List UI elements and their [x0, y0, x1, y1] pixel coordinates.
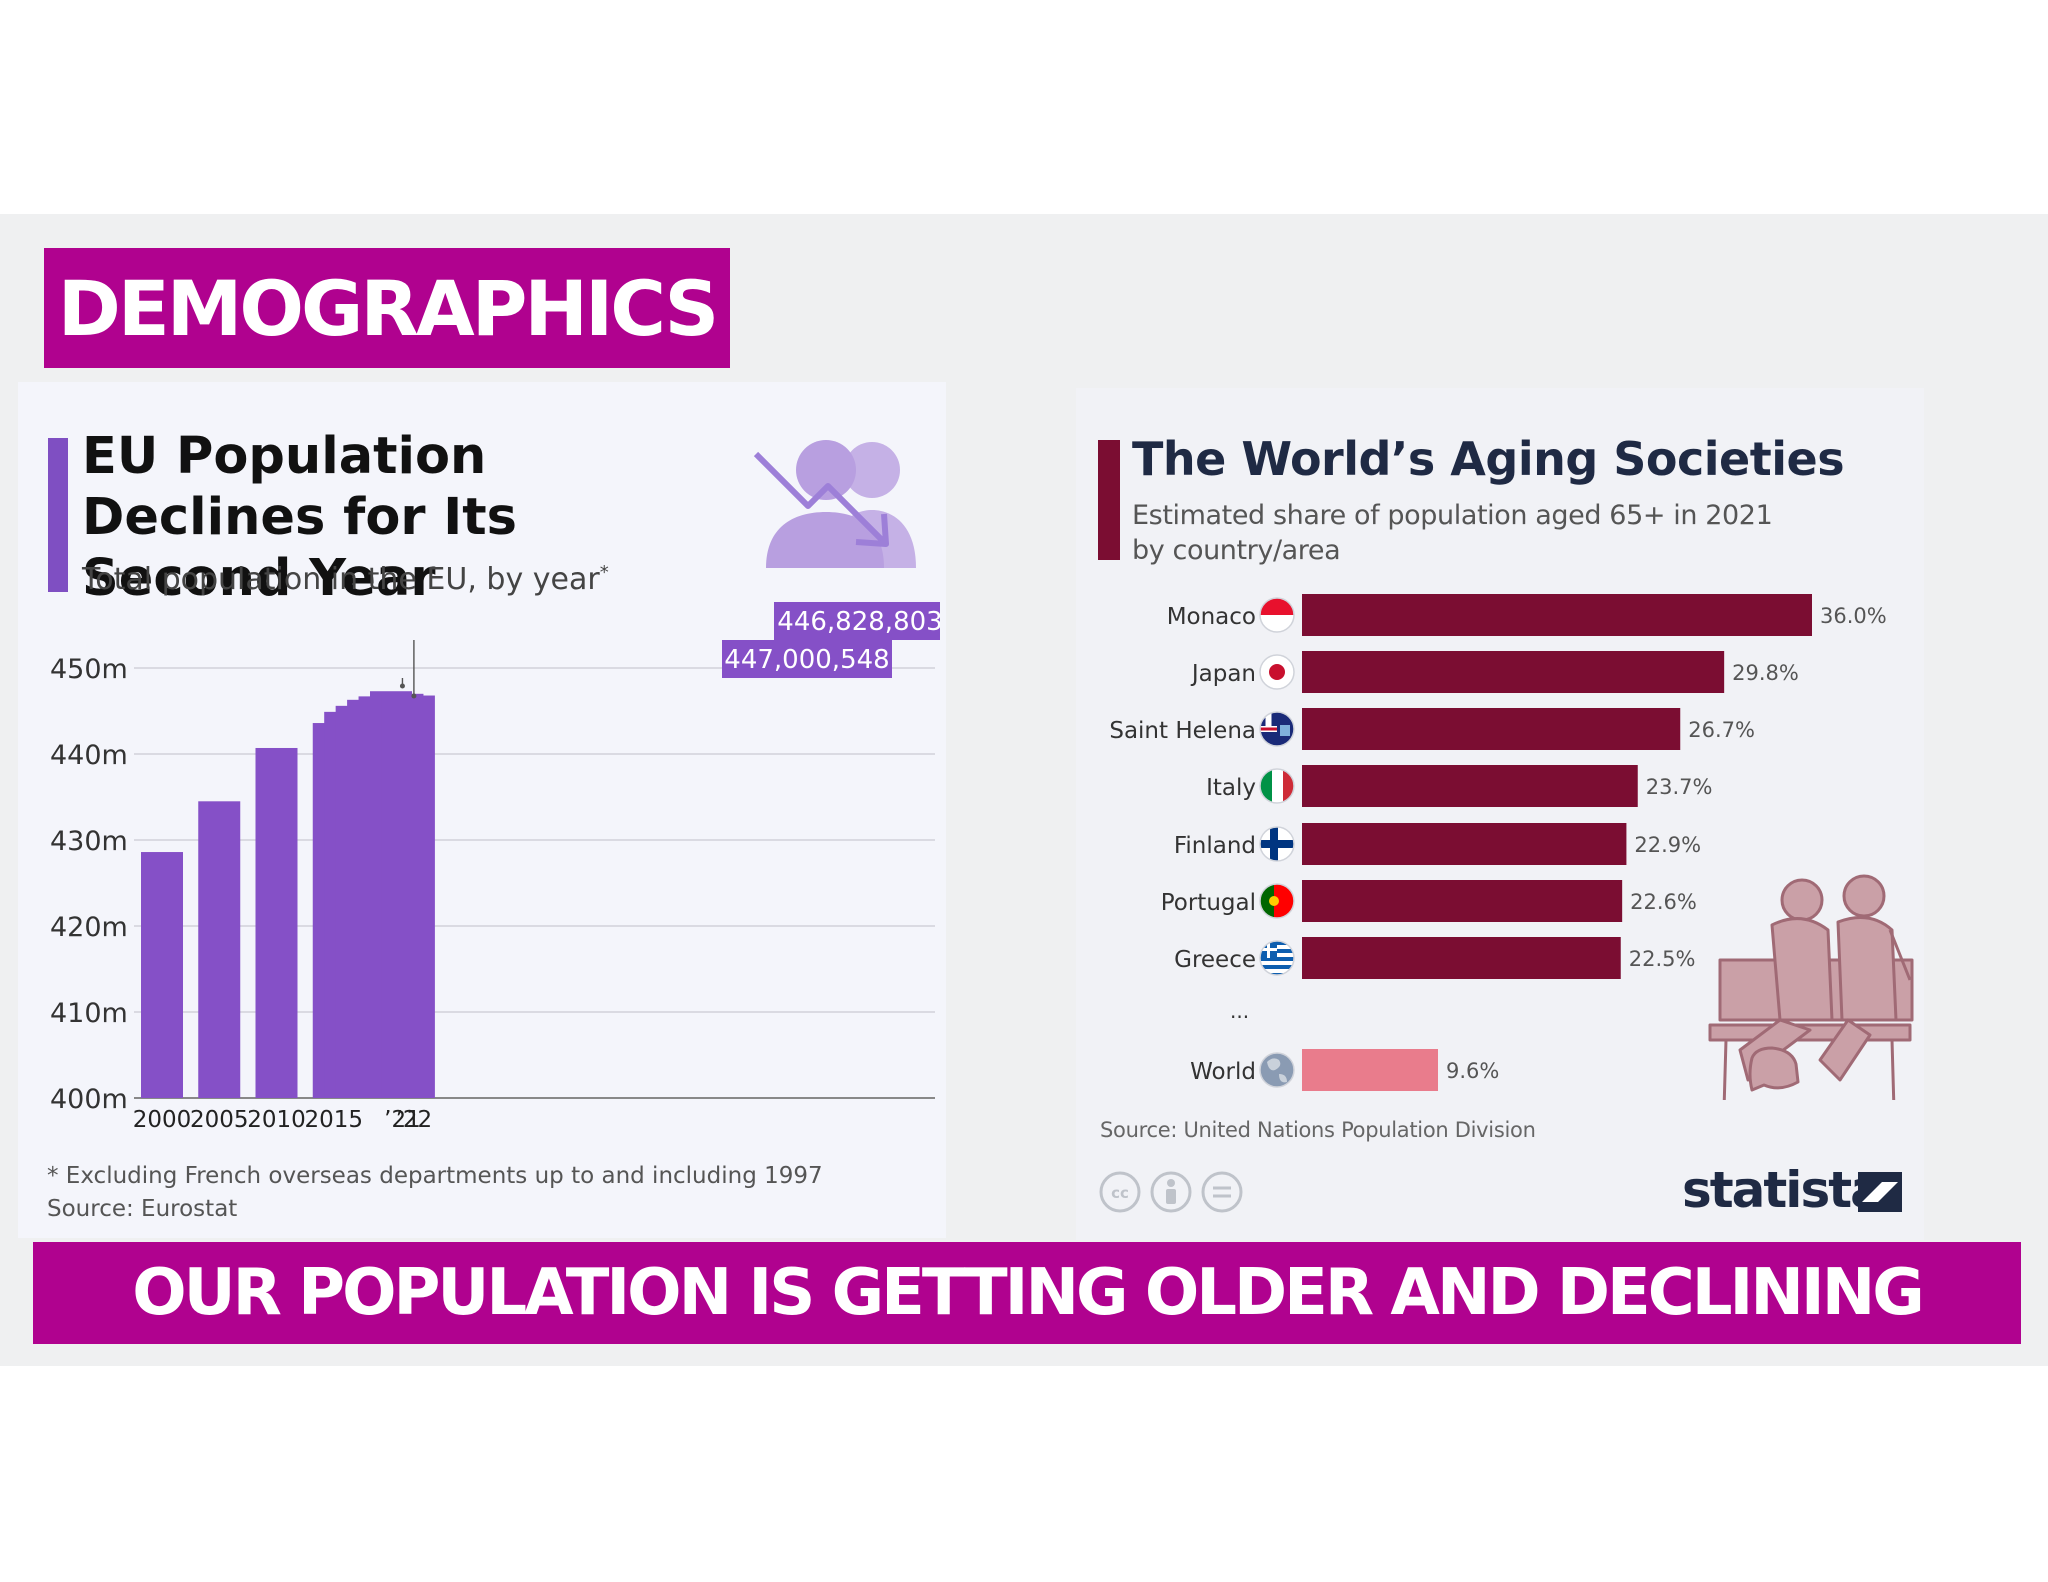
- japan-flag-icon: [1260, 655, 1294, 689]
- eu-callout-box: [774, 602, 940, 640]
- statista-mark-icon: [1858, 1172, 1902, 1212]
- aging-bar: [1302, 823, 1627, 865]
- aging-bar: [1302, 880, 1623, 922]
- eu-callout-point: [411, 693, 417, 699]
- eu-x-tick-label: ’21: [384, 1107, 421, 1133]
- elderly-couple-icon: [1708, 874, 1914, 1100]
- aging-value-label: 26.7%: [1688, 718, 1755, 742]
- eu-footnote: * Excluding French overseas departments …: [47, 1163, 823, 1189]
- aging-row: World 9.6%: [1190, 1049, 1499, 1091]
- eu-y-tick-label: 450m: [50, 654, 128, 685]
- eu-callout-point: [399, 683, 405, 689]
- aging-societies-chart: Monaco 36.0% Japan 29.8% Saint Helena 26.7% It…: [1109, 594, 1914, 1100]
- aging-societies-card: [1076, 388, 1924, 1240]
- greece-flag-icon: [1260, 941, 1294, 975]
- eu-chart-subtitle: Total population in the EU, by year*: [82, 562, 609, 597]
- creative-commons-icons: cc: [1099, 1171, 1243, 1213]
- aging-source: Source: United Nations Population Divisi…: [1100, 1118, 1536, 1142]
- eu-bar: [141, 852, 183, 1098]
- conclusion-banner-text: OUR POPULATION IS GETTING OLDER AND DECL…: [132, 1256, 1925, 1330]
- conclusion-banner: OUR POPULATION IS GETTING OLDER AND DECL…: [33, 1242, 2021, 1344]
- eu-y-tick-label: 410m: [50, 998, 128, 1029]
- eu-callout-box: [722, 640, 892, 678]
- aging-bar: [1302, 937, 1621, 979]
- saint-helena-flag-icon: [1260, 712, 1294, 746]
- aging-row: Saint Helena 26.7%: [1109, 708, 1755, 750]
- aging-category-label: Saint Helena: [1109, 718, 1256, 744]
- aging-value-label: 9.6%: [1446, 1059, 1499, 1083]
- eu-y-tick-label: 420m: [50, 912, 128, 943]
- eu-y-tick-label: 440m: [50, 740, 128, 771]
- globe-icon: [1260, 1053, 1294, 1087]
- eu-chart-subtitle-text: Total population in the EU, by year: [82, 562, 600, 597]
- eu-bar: [392, 695, 435, 1098]
- statista-wordmark: statista: [1682, 1161, 1884, 1219]
- aging-row: Japan 29.8%: [1190, 651, 1799, 693]
- eu-footnote-block: * Excluding French overseas departments …: [47, 1160, 823, 1226]
- eu-x-tick-label: 2010: [247, 1107, 306, 1133]
- aging-bar: [1302, 651, 1725, 693]
- eu-title-accent: [48, 438, 68, 592]
- aging-row: Finland 22.9%: [1174, 823, 1701, 865]
- aging-row: Greece 22.5%: [1174, 937, 1695, 979]
- finland-flag-icon: [1260, 827, 1294, 861]
- aging-bar: [1302, 1049, 1438, 1091]
- aging-title-accent: [1098, 440, 1120, 560]
- aging-category-label: World: [1190, 1059, 1256, 1085]
- aging-row: Portugal 22.6%: [1161, 880, 1697, 922]
- demographics-banner: DEMOGRAPHICS: [44, 248, 730, 368]
- aging-value-label: 22.6%: [1630, 890, 1697, 914]
- aging-bar: [1302, 765, 1638, 807]
- statista-logo: statista: [1682, 1160, 1902, 1220]
- eu-x-tick-label: 2005: [190, 1107, 249, 1133]
- aging-value-label: 23.7%: [1646, 775, 1713, 799]
- aging-ellipsis: ...: [1230, 999, 1249, 1023]
- aging-bar: [1302, 594, 1812, 636]
- aging-category-label: Finland: [1174, 833, 1256, 859]
- eu-population-chart: 450m 440m 430m 420m 410m 400m2000200520102015…: [50, 602, 940, 1133]
- eu-bar: [255, 747, 298, 1098]
- demographics-banner-text: DEMOGRAPHICS: [57, 263, 719, 353]
- aging-category-label: Greece: [1174, 947, 1256, 973]
- svg-text:cc: cc: [1111, 1184, 1129, 1202]
- aging-category-label: Japan: [1190, 661, 1256, 687]
- eu-y-tick-label: 430m: [50, 826, 128, 857]
- aging-chart-title: The World’s Aging Societies: [1132, 432, 1845, 486]
- eu-callout-label: 447,000,548: [724, 645, 889, 675]
- monaco-flag-icon: [1260, 598, 1294, 632]
- aging-chart-subtitle: Estimated share of population aged 65+ i…: [1132, 500, 1773, 566]
- eu-x-tick-label: 2015: [304, 1107, 363, 1133]
- aging-bar: [1302, 708, 1681, 750]
- eu-source: Source: Eurostat: [47, 1196, 238, 1222]
- aging-row: Monaco 36.0%: [1167, 594, 1887, 636]
- aging-value-label: 36.0%: [1820, 604, 1887, 628]
- eu-callout-label: 446,828,803: [777, 607, 940, 637]
- eu-y-tick-label: 400m: [50, 1084, 128, 1115]
- aging-category-label: Italy: [1206, 775, 1256, 801]
- eu-x-tick-label: 2000: [133, 1107, 192, 1133]
- eu-subtitle-marker: *: [599, 562, 609, 583]
- portugal-flag-icon: [1260, 884, 1294, 918]
- aging-category-label: Monaco: [1167, 604, 1256, 630]
- eu-chart-title: EU Population Declines for Its Second Ye…: [82, 427, 517, 608]
- eu-bar: [198, 801, 241, 1098]
- aging-value-label: 22.5%: [1629, 947, 1696, 971]
- aging-row: Italy 23.7%: [1206, 765, 1712, 807]
- aging-category-label: Portugal: [1161, 890, 1256, 916]
- eu-x-tick-label: ’22: [396, 1107, 433, 1133]
- aging-value-label: 22.9%: [1634, 833, 1701, 857]
- aging-value-label: 29.8%: [1732, 661, 1799, 685]
- declining-people-icon: [753, 440, 916, 568]
